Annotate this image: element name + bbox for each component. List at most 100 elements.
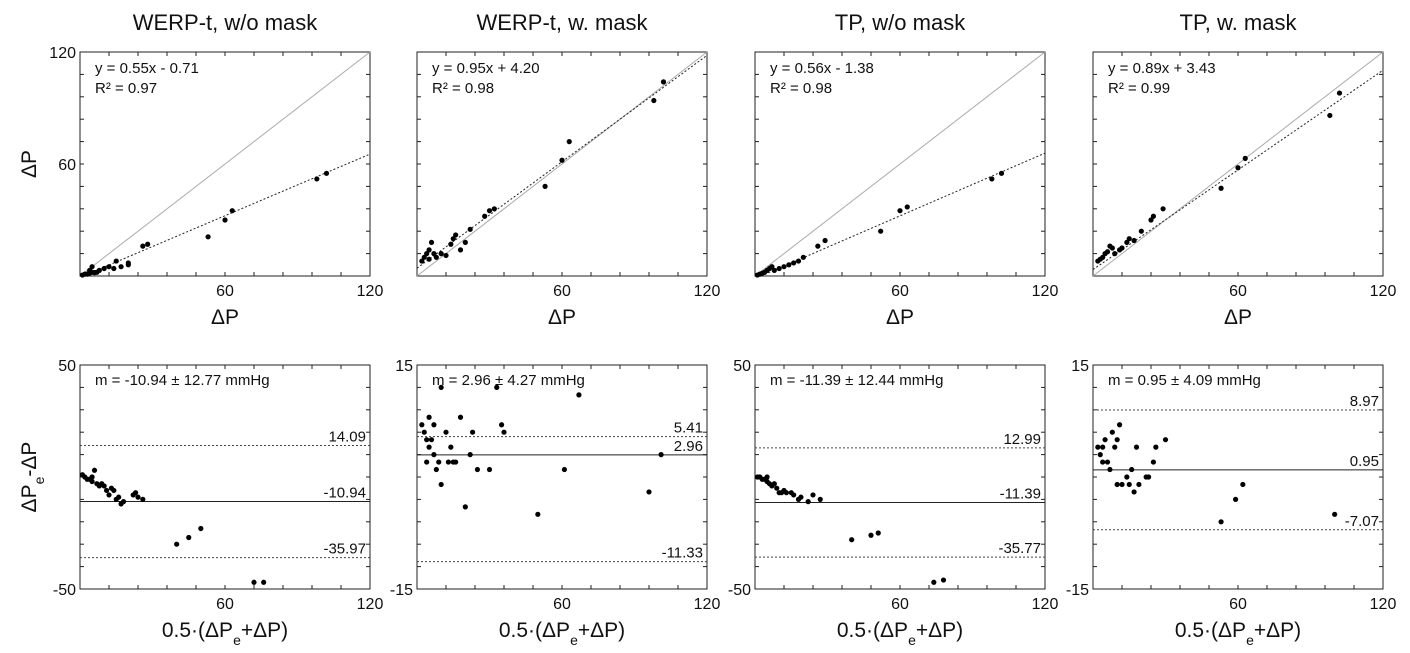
data-point <box>421 254 427 260</box>
data-point <box>106 492 112 498</box>
data-point <box>1131 237 1137 244</box>
data-point <box>810 492 816 498</box>
data-point <box>769 264 775 270</box>
data-point <box>428 437 435 443</box>
panel-title: TP, w. mask <box>1180 10 1298 35</box>
identity-line <box>754 51 1046 277</box>
data-point <box>1114 437 1120 443</box>
data-point <box>931 579 937 585</box>
data-point <box>140 496 146 502</box>
panel-8: 60 120 -15 15 0.5·(ΔPe+ΔP) 8.97 0.95 -7.07 m = 0… <box>1066 358 1397 648</box>
data-point <box>494 384 500 390</box>
data-point <box>486 208 493 214</box>
y-tick-label: 50 <box>733 358 751 375</box>
data-point <box>453 459 459 465</box>
data-point <box>1112 251 1118 257</box>
data-point <box>251 579 257 585</box>
data-point <box>1150 213 1157 219</box>
panel-4: TP, w. mask 60 120 ΔP y = 0.89x + 3.43 R² = 0… <box>1092 10 1397 329</box>
panel-7: 60 120 -50 50 0.5·(ΔPe+ΔP) 12.99 -11.39 -35.77 m… <box>728 358 1059 648</box>
data-point <box>314 176 320 182</box>
data-point <box>815 243 821 249</box>
x-tick-label: 60 <box>1229 283 1247 300</box>
data-point <box>1124 239 1130 245</box>
mean-label: 0.95 <box>1350 453 1379 470</box>
fit-equation: y = 0.56x - 1.38 <box>770 60 874 77</box>
data-point <box>145 241 151 247</box>
data-point <box>448 444 454 450</box>
data-point <box>486 466 493 473</box>
data-point <box>561 466 568 473</box>
data-point <box>1129 466 1135 473</box>
data-point <box>419 258 425 264</box>
y-axis-label: ΔPe-ΔP <box>18 442 47 513</box>
fit-equation: y = 0.89x + 3.43 <box>1108 60 1216 77</box>
mean-sd-annotation: m = 0.95 ± 4.09 mmHg <box>1108 372 1261 389</box>
y-axis-label: ΔP <box>18 150 41 178</box>
data-point <box>445 459 452 465</box>
panel-3: TP, w/o mask 60 120 ΔP y = 0.56x - 1.38 R² = … <box>754 10 1058 329</box>
data-point <box>1218 519 1224 525</box>
data-point <box>1235 165 1241 171</box>
x-tick-label: 60 <box>216 596 234 613</box>
data-point <box>198 525 204 532</box>
data-point <box>431 452 437 458</box>
y-tick-label: -15 <box>1066 582 1089 599</box>
data-point <box>1138 228 1144 234</box>
fit-equation: y = 0.95x + 4.20 <box>432 60 540 77</box>
data-point <box>817 496 823 502</box>
upper-limit-label: 12.99 <box>1003 431 1041 448</box>
data-point <box>1112 444 1118 450</box>
data-point <box>658 452 664 458</box>
panel-6: 60 120 -15 15 0.5·(ΔPe+ΔP) 5.412.96 -11.33 m = … <box>390 358 721 648</box>
x-tick-label: 120 <box>1370 283 1397 300</box>
data-point <box>1126 236 1132 242</box>
data-point <box>431 422 437 428</box>
data-point <box>940 577 947 583</box>
data-point <box>433 466 439 473</box>
data-point <box>116 494 122 500</box>
data-point <box>426 444 432 450</box>
data-point <box>651 97 657 104</box>
data-point <box>261 579 267 585</box>
data-point <box>467 452 473 458</box>
data-point <box>535 511 541 517</box>
y-tick-label: 120 <box>49 45 76 62</box>
x-axis-label: ΔP <box>886 306 914 329</box>
y-tick-label: 50 <box>58 358 76 375</box>
data-point <box>457 414 464 420</box>
data-point <box>222 217 228 223</box>
data-point <box>421 429 427 435</box>
x-tick-label: 60 <box>1229 596 1247 613</box>
x-axis-label: ΔP <box>548 306 576 329</box>
data-point <box>106 264 112 270</box>
x-tick-label: 60 <box>891 283 909 300</box>
x-tick-label: 60 <box>553 596 571 613</box>
data-point <box>436 459 442 465</box>
data-point <box>805 499 811 505</box>
data-point <box>443 252 449 259</box>
data-point <box>897 208 903 214</box>
data-point <box>438 384 444 390</box>
data-point <box>542 183 548 189</box>
mean-label: -11.39 <box>1000 486 1041 503</box>
x-tick-label: 120 <box>1370 596 1397 613</box>
data-point <box>1100 254 1106 260</box>
x-tick-label: 60 <box>553 283 571 300</box>
identity-line <box>79 51 371 277</box>
data-point <box>1100 444 1106 450</box>
data-point <box>783 490 790 496</box>
data-point <box>1109 429 1115 435</box>
r-squared: R² = 0.98 <box>432 80 494 97</box>
data-point <box>498 422 505 428</box>
data-point <box>875 530 881 536</box>
data-point <box>174 541 180 547</box>
data-point <box>462 239 468 245</box>
x-axis-label: 0.5·(ΔPe+ΔP) <box>499 619 625 648</box>
data-point <box>431 251 437 257</box>
data-point <box>89 478 95 485</box>
data-point <box>111 265 117 272</box>
data-point <box>448 241 454 247</box>
data-point <box>89 474 95 480</box>
data-point <box>1133 444 1140 450</box>
